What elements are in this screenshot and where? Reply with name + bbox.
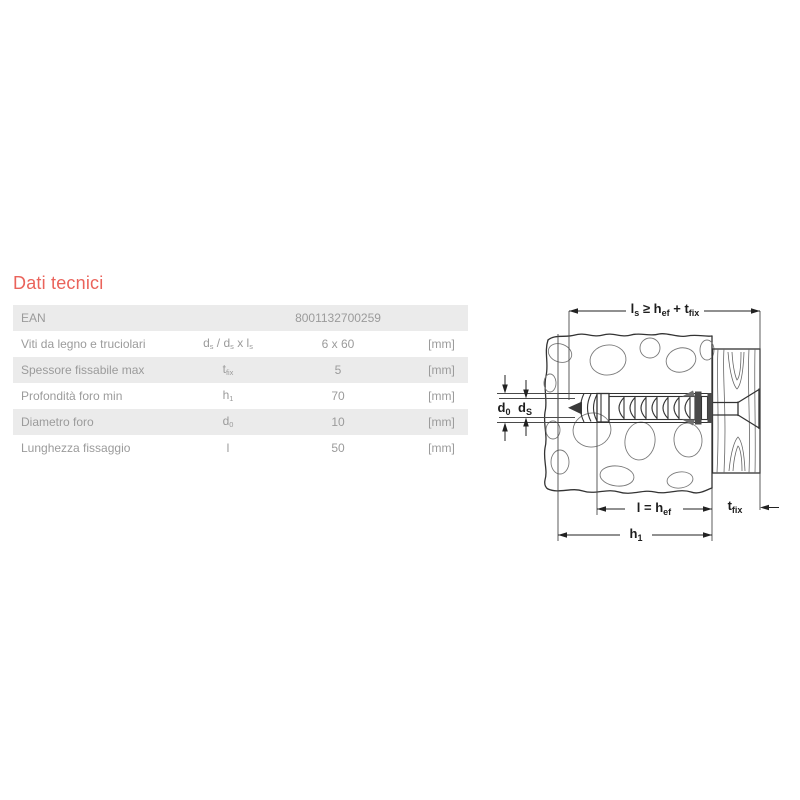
dimension-anchor-length bbox=[597, 506, 712, 512]
table-row: Diametro foro d0 10 [mm] bbox=[13, 409, 468, 435]
dimension-hole-depth bbox=[558, 532, 712, 538]
dimension-diameters bbox=[502, 375, 529, 441]
row-value: 70 bbox=[331, 389, 345, 403]
label-hole-diameter: d0 bbox=[497, 399, 511, 418]
label-screw-length: ls ≥ hef + tfix bbox=[630, 300, 700, 319]
row-value: 50 bbox=[331, 441, 345, 455]
dimension-screw-length bbox=[569, 308, 760, 314]
row-value: 5 bbox=[334, 363, 342, 377]
label-screw-diameter: dS bbox=[518, 399, 532, 418]
row-unit: [mm] bbox=[428, 337, 455, 351]
row-symbol: h1 bbox=[222, 388, 234, 404]
label-fixture-thickness: tfix bbox=[727, 497, 743, 516]
row-label: EAN bbox=[21, 311, 46, 325]
row-unit: [mm] bbox=[428, 415, 455, 429]
row-label: Viti da legno e truciolari bbox=[21, 337, 146, 351]
row-symbol: ds / ds x ls bbox=[203, 336, 253, 352]
row-symbol: d0 bbox=[222, 414, 234, 430]
table-row: EAN 8001132700259 bbox=[13, 305, 468, 331]
wall-plug bbox=[596, 390, 713, 426]
row-label: Spessore fissabile max bbox=[21, 363, 145, 377]
screw-tip bbox=[568, 393, 598, 423]
dimension-fixture-thickness bbox=[760, 504, 779, 511]
row-unit: [mm] bbox=[428, 389, 455, 403]
anchor-drawing bbox=[497, 308, 779, 541]
row-symbol: l bbox=[226, 441, 230, 455]
installation-diagram: ls ≥ hef + tfix d0 dS l = hef tfix h1 bbox=[485, 290, 800, 560]
row-value: 6 x 60 bbox=[321, 337, 355, 351]
aggregate-texture bbox=[543, 337, 715, 489]
table-row: Profondità foro min h1 70 [mm] bbox=[13, 383, 468, 409]
technical-data-table: EAN 8001132700259 Viti da legno e trucio… bbox=[13, 305, 468, 461]
row-label: Lunghezza fissaggio bbox=[21, 441, 131, 455]
row-label: Diametro foro bbox=[21, 415, 94, 429]
label-hole-depth: h1 bbox=[629, 525, 643, 544]
screw-head bbox=[711, 388, 760, 430]
table-row: Spessore fissabile max tfix 5 [mm] bbox=[13, 357, 468, 383]
row-symbol: tfix bbox=[222, 362, 234, 378]
row-value: 10 bbox=[331, 415, 345, 429]
row-unit: [mm] bbox=[428, 441, 455, 455]
fixture-board bbox=[711, 348, 761, 474]
table-row: Lunghezza fissaggio l 50 [mm] bbox=[13, 435, 468, 461]
row-value: 8001132700259 bbox=[295, 311, 381, 325]
label-anchor-length: l = hef bbox=[636, 499, 672, 518]
row-label: Profondità foro min bbox=[21, 389, 123, 403]
section-title: Dati tecnici bbox=[13, 273, 104, 294]
table-row: Viti da legno e truciolari ds / ds x ls … bbox=[13, 331, 468, 357]
row-unit: [mm] bbox=[428, 363, 455, 377]
